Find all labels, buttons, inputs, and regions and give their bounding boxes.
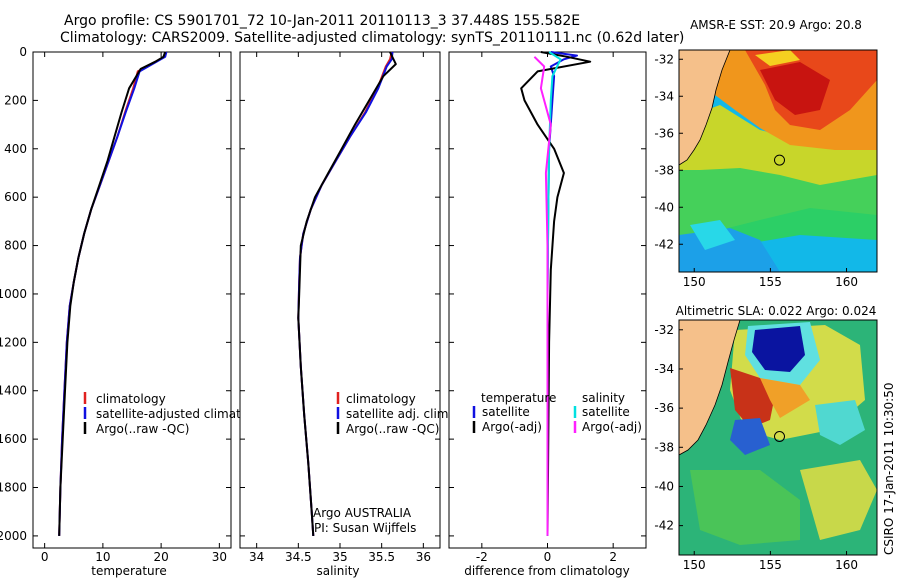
sla-dark-blue-eddy (752, 326, 805, 372)
legend-label-sal-argo: Argo(-adj) (582, 420, 642, 434)
difference-series-salinity-argo-adj- (533, 56, 552, 536)
sla-map-panel: Altimetric SLA: 0.022 Argo: 0.024 150 155… (654, 304, 878, 572)
temperature-x-label: temperature (91, 564, 166, 578)
temperature-panel: 0 10 20 30 0 200 400 600 800 1000 1200 1400 1600 1800… (0, 45, 274, 578)
salinity-xtick-label: 34.5 (285, 550, 312, 564)
sla-map-lon-tick-label: 155 (759, 558, 782, 572)
sst-map-panel: AMSR-E SST: 20.9 Argo: 20.8 150 155 160 -32… (654, 18, 878, 289)
legend-title-salinity: salinity (582, 391, 625, 405)
sla-yellow-south (800, 460, 877, 540)
sst-cool-patch (690, 220, 735, 250)
temperature-series-argo-raw-qc- (58, 51, 167, 536)
sla-map-lon-tick-label: 160 (835, 558, 858, 572)
sst-map-lat-tick-label: -40 (654, 200, 674, 214)
sst-yellow-patch (755, 50, 800, 66)
footer-credit: CSIRO 17-Jan-2011 10:30:50 (882, 383, 896, 555)
sst-map-lon-tick-label: 150 (683, 275, 706, 289)
sla-map-lat-tick-label: -40 (654, 479, 674, 493)
salinity-series-argo-raw-qc- (297, 51, 397, 536)
sst-map-lat-tick-label: -34 (654, 89, 674, 103)
sst-map-lat-tick-label: -32 (654, 52, 674, 66)
sla-cyan-east (815, 400, 865, 445)
sla-map-frame (678, 319, 878, 556)
land (679, 320, 741, 456)
depth-tick-label: 1400 (0, 384, 27, 398)
legend-label-temp-argo: Argo(-adj) (482, 420, 542, 434)
depth-tick-label: 200 (4, 93, 27, 107)
difference-series-temperature-argo-adj- (520, 51, 592, 536)
depth-tick-label: 1200 (0, 335, 27, 349)
legend-label-satellite: satellite-adjusted climatology (96, 407, 274, 421)
salinity-xtick-label: 35 (332, 550, 347, 564)
sla-map-lat-tick-label: -32 (654, 323, 674, 337)
sst-map-frame (678, 49, 878, 273)
legend-label-argo: Argo(..raw -QC) (96, 422, 189, 436)
temperature-axes-frame (32, 51, 232, 549)
legend-label-sal-satellite: satellite (582, 405, 630, 419)
depth-tick-label: 2000 (0, 529, 27, 543)
sla-map-lat-tick-label: -42 (654, 519, 674, 533)
temperature-xtick-label: 0 (41, 550, 49, 564)
difference-xtick-label: -2 (476, 550, 488, 564)
sla-blue-patch-south (730, 418, 770, 455)
salinity-axes-frame (239, 51, 441, 549)
depth-tick-label: 1600 (0, 432, 27, 446)
sla-map-lat-tick-label: -34 (654, 362, 674, 376)
sla-map-lat-tick-label: -38 (654, 440, 674, 454)
sla-map-lat-tick-label: -36 (654, 401, 674, 415)
annotation-argo-australia: Argo AUSTRALIA (313, 506, 412, 520)
depth-tick-label: 1800 (0, 481, 27, 495)
sla-green-south (690, 470, 800, 545)
land (679, 50, 731, 166)
depth-tick-label: 600 (4, 190, 27, 204)
difference-xtick-label: 2 (609, 550, 617, 564)
difference-panel: -2 0 2 temperature salinity satellite Argo… (448, 51, 647, 578)
legend-label-climatology: climatology (346, 392, 416, 406)
difference-legend: temperature salinity satellite Argo(-adj… (472, 391, 642, 434)
sst-map-lat-tick-label: -38 (654, 163, 674, 177)
sla-argo-position-marker (774, 431, 785, 442)
temperature-xtick-label: 30 (212, 550, 227, 564)
depth-tick-label: 800 (4, 239, 27, 253)
sla-map-lon-tick-label: 150 (683, 558, 706, 572)
legend-label-satellite: satellite adj. clim. (346, 407, 452, 421)
temperature-xtick-label: 20 (153, 550, 168, 564)
difference-x-label: difference from climatology (464, 564, 630, 578)
sst-map-title: AMSR-E SST: 20.9 Argo: 20.8 (690, 18, 862, 32)
depth-tick-label: 0 (19, 45, 27, 59)
sst-map-lon-tick-label: 155 (759, 275, 782, 289)
temperature-xtick-label: 10 (95, 550, 110, 564)
sst-yellow-band (679, 105, 877, 185)
salinity-xtick-label: 34 (249, 550, 264, 564)
depth-tick-label: 1000 (0, 287, 27, 301)
salinity-xtick-label: 35.5 (368, 550, 395, 564)
legend-label-temp-satellite: satellite (482, 405, 530, 419)
depth-tick-label: 400 (4, 142, 27, 156)
title-line-1: Argo profile: CS 5901701_72 10-Jan-2011 … (64, 13, 581, 29)
sst-map-lon-tick-label: 160 (835, 275, 858, 289)
salinity-panel: 34 34.5 35 35.5 36 climatology satellite adj… (239, 51, 452, 578)
annotation-pi-name: PI: Susan Wijffels (314, 521, 416, 535)
legend-label-climatology: climatology (96, 392, 166, 406)
sst-map-lat-tick-label: -36 (654, 126, 674, 140)
title-line-2: Climatology: CARS2009. Satellite-adjuste… (60, 30, 685, 46)
difference-xtick-label: 0 (544, 550, 552, 564)
sla-map-title: Altimetric SLA: 0.022 Argo: 0.024 (676, 304, 877, 318)
legend-title-temperature: temperature (481, 391, 556, 405)
sst-dark-red-patch (760, 62, 830, 115)
sla-orange-edge (760, 378, 810, 418)
salinity-x-label: salinity (316, 564, 359, 578)
legend-label-argo: Argo(..raw -QC) (346, 422, 439, 436)
salinity-xtick-label: 36 (416, 550, 431, 564)
temperature-legend: climatology satellite-adjusted climatolo… (83, 392, 274, 436)
salinity-legend: climatology satellite adj. clim. Argo(..… (336, 392, 452, 436)
sst-argo-position-marker (774, 154, 785, 166)
sst-map-lat-tick-label: -42 (654, 237, 674, 251)
